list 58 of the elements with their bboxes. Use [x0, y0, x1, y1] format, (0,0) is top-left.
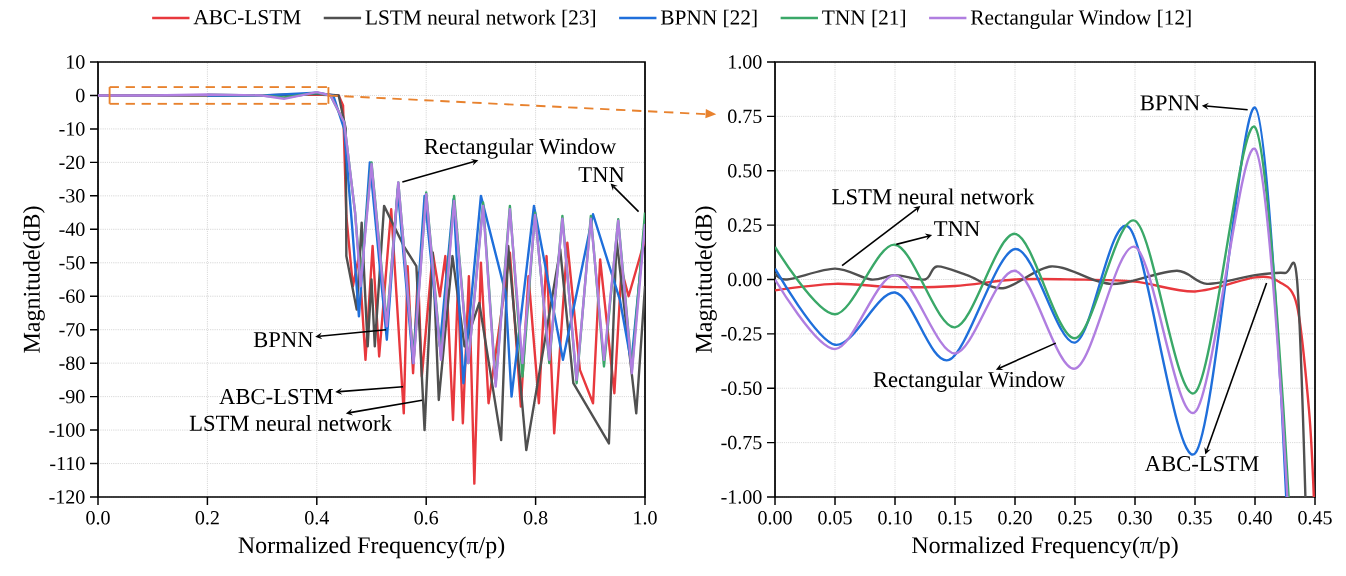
x-tick-label: 1.0	[634, 511, 657, 525]
y-tick-label: -120	[49, 490, 85, 504]
x-tick-label: 0.25	[1058, 511, 1092, 525]
y-tick-label: -50	[59, 256, 85, 270]
y-tick-label: -110	[50, 456, 85, 471]
annotation: Rectangular Window	[424, 138, 617, 159]
legend-label: LSTM neural network [23]	[365, 9, 595, 28]
annotation: TNN	[578, 167, 625, 182]
y-tick-label: -0.75	[721, 435, 762, 450]
y-tick-label: -100	[49, 423, 85, 437]
x-tick-label: 0.30	[1118, 511, 1152, 525]
annotation: BPNN	[1140, 95, 1200, 111]
y-tick-label: -30	[59, 189, 85, 203]
y-tick-label: -10	[59, 122, 85, 136]
x-tick-label: 0.4	[305, 511, 329, 525]
y-tick-label: -80	[59, 356, 85, 370]
y-tick-label: -0.50	[721, 381, 762, 396]
y-tick-label: 0	[76, 88, 85, 103]
y-tick-label: -70	[59, 322, 85, 337]
y-tick-label: -90	[59, 389, 85, 404]
x-axis-title: Normalized Frequency(π/p)	[238, 536, 505, 559]
legend-label: Rectangular Window [12]	[970, 9, 1191, 30]
annotation: ABC-LSTM	[219, 388, 333, 405]
y-tick-label: -0.25	[721, 327, 762, 341]
x-tick-label: 0.2	[195, 511, 219, 525]
y-tick-label: -60	[59, 289, 85, 303]
x-axis-title: Normalized Frequency(π/p)	[912, 536, 1178, 559]
y-tick-label: 0.25	[728, 218, 762, 232]
y-tick-label: -40	[59, 222, 85, 237]
y-axis-title: Magnitude(dB)	[694, 206, 717, 353]
y-tick-label: 1.00	[729, 55, 762, 69]
x-tick-label: 0.35	[1178, 511, 1212, 525]
annotation: Rectangular Window	[873, 371, 1066, 392]
legend-label: BPNN [22]	[660, 9, 757, 28]
x-tick-label: 0.20	[998, 511, 1032, 525]
x-tick-label: 0.00	[758, 511, 792, 525]
y-tick-label: -1.00	[721, 490, 762, 504]
x-tick-label: 0.0	[86, 511, 110, 525]
y-tick-label: 0.00	[728, 272, 762, 287]
x-tick-label: 0.8	[523, 511, 548, 525]
annotation: LSTM neural network	[189, 414, 392, 431]
y-tick-label: 0.75	[728, 109, 762, 124]
y-tick-label: -20	[59, 155, 85, 170]
y-axis-title: Magnitude(dB)	[22, 206, 45, 353]
annotation: TNN	[934, 221, 980, 237]
x-tick-label: 0.05	[818, 511, 852, 525]
annotation: ABC-LSTM	[1144, 456, 1259, 472]
x-tick-label: 0.10	[878, 511, 912, 525]
annotation: BPNN	[253, 332, 314, 348]
x-tick-label: 0.45	[1298, 511, 1332, 525]
x-tick-label: 0.40	[1238, 511, 1272, 525]
legend-label: TNN [21]	[822, 9, 905, 28]
x-tick-label: 0.6	[414, 511, 439, 525]
y-tick-label: 10	[67, 55, 85, 69]
y-tick-label: 0.50	[728, 163, 762, 178]
legend-label: ABC-LSTM	[193, 10, 301, 25]
x-tick-label: 0.15	[938, 511, 972, 525]
annotation: LSTM neural network	[832, 188, 1035, 205]
